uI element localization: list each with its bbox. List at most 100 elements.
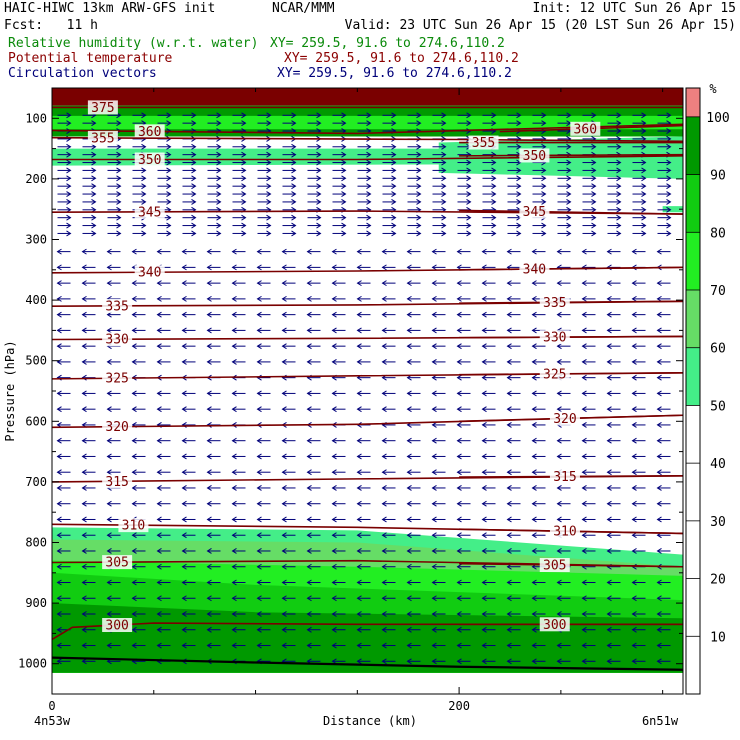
circulation-vector bbox=[132, 183, 147, 190]
circulation-vector bbox=[382, 183, 397, 190]
circulation-vector bbox=[281, 453, 296, 460]
circulation-vector bbox=[507, 167, 522, 174]
circulation-vector bbox=[131, 548, 146, 554]
circulation-vector bbox=[381, 532, 396, 539]
circulation-vector bbox=[656, 406, 671, 413]
circulation-vector bbox=[307, 159, 322, 166]
circulation-vector bbox=[656, 295, 671, 302]
circulation-vector bbox=[156, 248, 171, 255]
circulation-vector bbox=[106, 406, 121, 413]
circulation-vector bbox=[231, 343, 246, 350]
circulation-vector bbox=[556, 595, 571, 602]
circulation-vector bbox=[156, 390, 171, 397]
circulation-vector bbox=[256, 280, 271, 287]
circulation-vector bbox=[456, 437, 471, 444]
circulation-vector bbox=[331, 563, 346, 570]
circulation-vector bbox=[606, 469, 621, 476]
circulation-vector bbox=[381, 343, 396, 350]
circulation-vector bbox=[381, 248, 396, 255]
circulation-vector bbox=[331, 390, 346, 397]
circulation-vector bbox=[356, 532, 371, 539]
circulation-vector bbox=[281, 532, 296, 539]
circulation-vector bbox=[606, 280, 621, 287]
circulation-vector bbox=[382, 175, 397, 182]
circulation-vector bbox=[57, 214, 72, 221]
circulation-vector bbox=[382, 167, 397, 174]
circulation-vector bbox=[56, 264, 71, 271]
circulation-vector bbox=[431, 532, 446, 539]
circulation-vector bbox=[631, 280, 646, 287]
circulation-vector bbox=[482, 175, 497, 182]
circulation-vector bbox=[57, 183, 72, 190]
circulation-vector bbox=[457, 159, 472, 166]
circulation-vector bbox=[156, 469, 171, 476]
circulation-vector bbox=[582, 230, 597, 237]
circulation-vector bbox=[556, 280, 571, 287]
circulation-vector bbox=[382, 112, 397, 119]
circulation-vector bbox=[431, 595, 446, 602]
circulation-vector bbox=[381, 295, 396, 302]
circulation-vector bbox=[206, 453, 221, 460]
circulation-vector bbox=[481, 500, 496, 507]
theta-label-bg bbox=[134, 204, 165, 219]
circulation-vector bbox=[631, 358, 646, 365]
circulation-vector bbox=[657, 128, 672, 134]
circulation-vector bbox=[231, 485, 246, 491]
circulation-vector bbox=[106, 642, 121, 649]
circulation-vector bbox=[232, 112, 247, 119]
theta-label-bg bbox=[134, 265, 165, 280]
circulation-vector bbox=[506, 453, 521, 460]
circulation-vector bbox=[232, 167, 247, 174]
circulation-vector bbox=[632, 191, 647, 197]
circulation-vector bbox=[206, 548, 221, 554]
theta-label-320: 320 bbox=[105, 420, 128, 435]
circulation-vector bbox=[56, 406, 71, 413]
circulation-vector bbox=[606, 611, 621, 617]
circulation-vector bbox=[406, 406, 421, 413]
circulation-vector bbox=[381, 611, 396, 617]
theta-label-300: 300 bbox=[543, 618, 566, 633]
circulation-vector bbox=[182, 112, 197, 119]
circulation-vector bbox=[107, 167, 122, 174]
circulation-vector bbox=[506, 611, 521, 617]
circulation-vector bbox=[107, 183, 122, 190]
circulation-vector bbox=[381, 563, 396, 570]
circulation-vector bbox=[481, 563, 496, 570]
circulation-vector bbox=[581, 469, 596, 476]
circulation-vector bbox=[432, 143, 447, 150]
circulation-vector bbox=[356, 280, 371, 287]
circulation-vector bbox=[282, 199, 297, 205]
circulation-vector bbox=[356, 516, 371, 523]
field-vectors-name: Circulation vectors bbox=[8, 66, 157, 81]
circulation-vector bbox=[257, 230, 272, 237]
circulation-vector bbox=[457, 112, 472, 119]
circulation-vector bbox=[331, 516, 346, 523]
circulation-vector bbox=[156, 485, 171, 491]
circulation-vector bbox=[232, 191, 247, 197]
circulation-vector bbox=[356, 311, 371, 318]
circulation-vector bbox=[632, 175, 647, 182]
circulation-vector bbox=[56, 548, 71, 554]
y-tick-label: 1000 bbox=[18, 657, 47, 671]
circulation-vector bbox=[631, 595, 646, 602]
circulation-vector bbox=[332, 222, 347, 229]
circulation-vector bbox=[581, 500, 596, 507]
circulation-vector bbox=[357, 112, 372, 119]
circulation-vector bbox=[507, 120, 522, 127]
circulation-vector bbox=[507, 143, 522, 150]
circulation-vector bbox=[581, 280, 596, 287]
circulation-vector bbox=[306, 327, 321, 334]
circulation-vector bbox=[581, 390, 596, 397]
circulation-vector bbox=[106, 311, 121, 318]
circulation-vector bbox=[131, 563, 146, 570]
circulation-vector bbox=[456, 248, 471, 255]
colorbar-frame bbox=[685, 87, 701, 695]
circulation-vector bbox=[456, 422, 471, 428]
circulation-vector bbox=[332, 199, 347, 205]
circulation-vector bbox=[656, 280, 671, 287]
circulation-vector bbox=[106, 358, 121, 365]
circulation-vector bbox=[231, 595, 246, 602]
circulation-vector bbox=[506, 469, 521, 476]
circulation-vector bbox=[482, 191, 497, 197]
circulation-vector bbox=[531, 658, 546, 665]
